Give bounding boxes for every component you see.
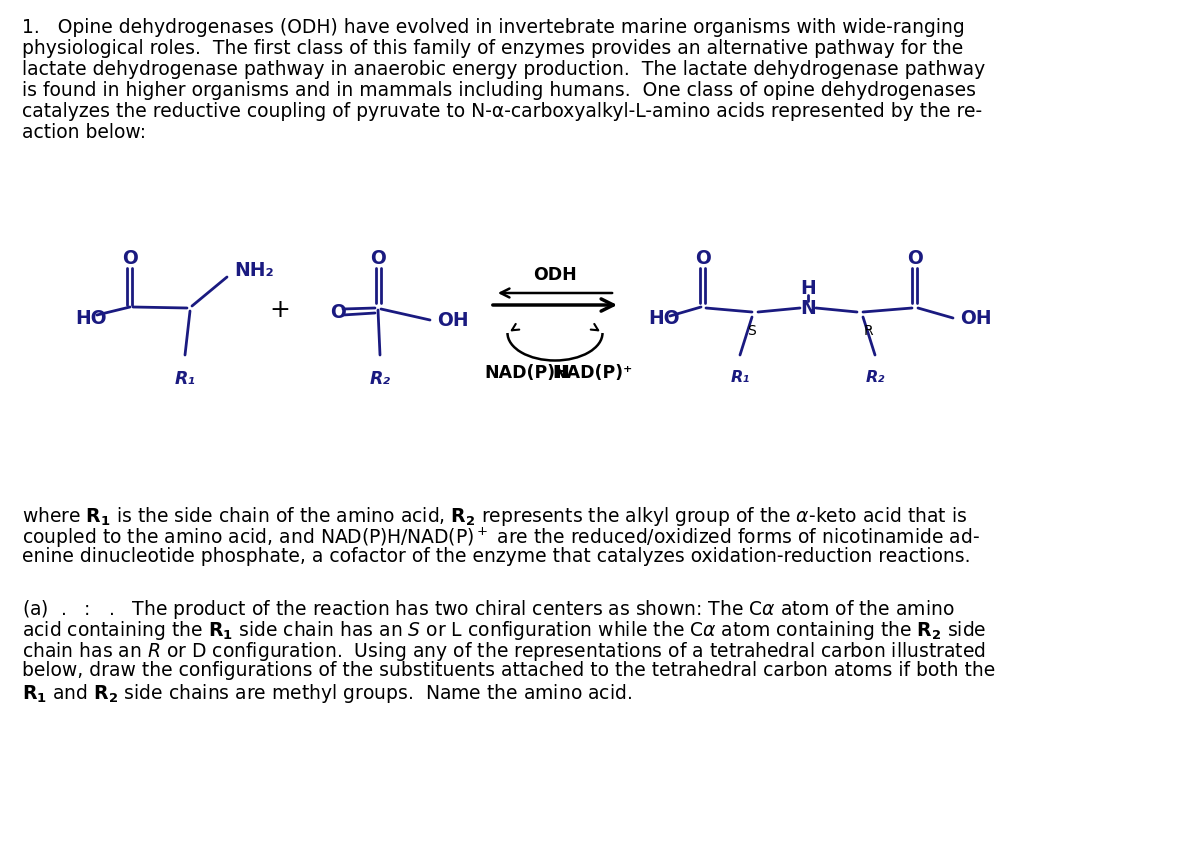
Text: 1.   Opine dehydrogenases (ODH) have evolved in invertebrate marine organisms wi: 1. Opine dehydrogenases (ODH) have evolv… [22, 18, 965, 37]
Text: (a)  .   :   .   The product of the reaction has two chiral centers as shown: Th: (a) . : . The product of the reaction ha… [22, 598, 955, 621]
Text: ODH: ODH [533, 266, 577, 284]
Text: O: O [370, 249, 386, 267]
Text: HO: HO [648, 309, 679, 328]
Text: R₁: R₁ [174, 370, 196, 388]
Text: R₂: R₂ [370, 370, 390, 388]
Text: coupled to the amino acid, and NAD(P)H/NAD(P)$^+$ are the reduced/oxidized forms: coupled to the amino acid, and NAD(P)H/N… [22, 526, 980, 550]
Text: lactate dehydrogenase pathway in anaerobic energy production.  The lactate dehyd: lactate dehydrogenase pathway in anaerob… [22, 60, 985, 79]
Text: +: + [270, 298, 290, 322]
Text: below, draw the configurations of the substituents attached to the tetrahedral c: below, draw the configurations of the su… [22, 661, 995, 680]
Text: OH: OH [960, 309, 991, 328]
Text: catalyzes the reductive coupling of pyruvate to N-α-carboxyalkyl-L-amino acids r: catalyzes the reductive coupling of pyru… [22, 102, 982, 121]
Text: S: S [748, 324, 756, 338]
Text: where $\mathbf{R_1}$ is the side chain of the amino acid, $\mathbf{R_2}$ represe: where $\mathbf{R_1}$ is the side chain o… [22, 505, 967, 528]
Text: acid containing the $\mathbf{R_1}$ side chain has an $\mathit{S}$ or L configura: acid containing the $\mathbf{R_1}$ side … [22, 619, 986, 642]
Text: $\mathbf{R_1}$ and $\mathbf{R_2}$ side chains are methyl groups.  Name the amino: $\mathbf{R_1}$ and $\mathbf{R_2}$ side c… [22, 682, 632, 705]
Text: N: N [800, 298, 816, 317]
Text: R₂: R₂ [865, 370, 884, 385]
Text: NH₂: NH₂ [234, 261, 274, 280]
Text: O: O [695, 249, 710, 267]
Text: chain has an $\mathit{R}$ or D configuration.  Using any of the representations : chain has an $\mathit{R}$ or D configura… [22, 640, 986, 663]
Text: NAD(P)⁺: NAD(P)⁺ [553, 364, 634, 382]
Text: O: O [122, 249, 138, 267]
Text: R: R [863, 324, 872, 338]
Text: NAD(P)H: NAD(P)H [484, 364, 570, 382]
Text: OH: OH [437, 310, 469, 329]
Text: H: H [800, 279, 816, 298]
Text: O: O [907, 249, 923, 267]
Text: R₁: R₁ [731, 370, 750, 385]
Text: HO: HO [74, 309, 107, 328]
Text: physiological roles.  The first class of this family of enzymes provides an alte: physiological roles. The first class of … [22, 39, 964, 58]
Text: enine dinucleotide phosphate, a cofactor of the enzyme that catalyzes oxidation-: enine dinucleotide phosphate, a cofactor… [22, 547, 971, 566]
Text: action below:: action below: [22, 123, 146, 142]
Text: O: O [330, 304, 346, 322]
Text: is found in higher organisms and in mammals including humans.  One class of opin: is found in higher organisms and in mamm… [22, 81, 976, 100]
